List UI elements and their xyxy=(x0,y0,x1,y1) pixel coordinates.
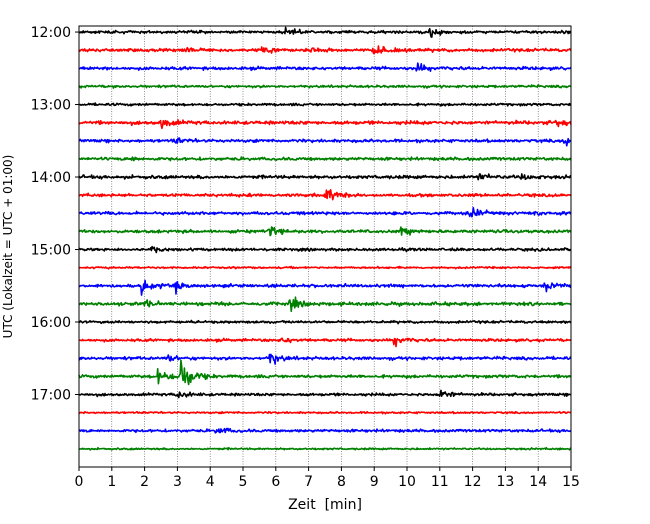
seismogram-trace-1500 xyxy=(78,245,572,254)
x-tick-label: 12 xyxy=(464,474,482,490)
seismogram-trace-1215 xyxy=(78,45,572,55)
x-tick-label: 3 xyxy=(173,474,182,490)
x-tick-label: 15 xyxy=(562,474,580,490)
seismogram-trace-1745 xyxy=(78,446,572,451)
seismogram-trace-1645 xyxy=(78,359,572,386)
seismogram-trace-1345 xyxy=(78,156,572,162)
seismogram-trace-1330 xyxy=(78,137,572,147)
seismogram-trace-1615 xyxy=(78,337,572,348)
plot-frame xyxy=(78,25,572,468)
seismogram-trace-1700 xyxy=(78,389,572,399)
x-tick-label: 9 xyxy=(370,474,379,490)
seismogram-trace-1600 xyxy=(78,319,572,325)
x-tick-label: 8 xyxy=(337,474,346,490)
y-axis-label: UTC (Lokalzeit = UTC + 01:00) xyxy=(1,155,15,339)
seismogram-trace-1430 xyxy=(78,206,572,218)
y-tick-label: 16:00 xyxy=(31,315,71,331)
seismogram-trace-1300 xyxy=(78,102,572,107)
x-tick-label: 1 xyxy=(107,474,116,490)
y-tick-layer: 12:00 13:00 14:00 15:00 16:00 17:00 xyxy=(31,25,79,404)
x-tick-label: 4 xyxy=(206,474,215,490)
x-tick-label: 11 xyxy=(431,474,449,490)
seismogram-trace-1715 xyxy=(78,410,572,415)
x-tick-label: 7 xyxy=(304,474,313,490)
x-tick-layer: 0 1 2 3 4 5 6 7 8 9 10 11 12 13 14 15 xyxy=(75,467,580,490)
seismogram-trace-1730 xyxy=(78,427,572,434)
x-tick-label: 5 xyxy=(239,474,248,490)
y-tick-label: 15:00 xyxy=(31,243,71,259)
x-tick-label: 14 xyxy=(529,474,547,490)
seismogram-trace-1245 xyxy=(78,84,572,89)
seismogram-trace-1415 xyxy=(78,188,572,201)
y-tick-label: 13:00 xyxy=(31,98,71,114)
y-tick-label: 12:00 xyxy=(31,25,71,41)
seismogram-trace-1200 xyxy=(78,26,572,38)
x-tick-label: 6 xyxy=(271,474,280,490)
y-tick-label: 17:00 xyxy=(31,388,71,404)
seismogram-trace-1515 xyxy=(78,265,572,270)
grid-layer xyxy=(111,26,539,467)
seismogram-trace-1400 xyxy=(78,173,572,181)
seismogram-trace-1545 xyxy=(78,296,572,313)
seismogram-trace-1530 xyxy=(78,279,572,296)
x-tick-label: 10 xyxy=(398,474,416,490)
x-tick-label: 0 xyxy=(75,474,84,490)
seismogram-trace-1445 xyxy=(78,226,572,237)
seismogram-trace-1315 xyxy=(78,119,572,130)
x-tick-label: 2 xyxy=(140,474,149,490)
seismogram-trace-1230 xyxy=(78,62,572,72)
x-tick-label: 13 xyxy=(496,474,514,490)
seismogram-trace-1630 xyxy=(78,353,572,365)
y-tick-label: 14:00 xyxy=(31,170,71,186)
x-axis-label: Zeit [min] xyxy=(288,497,362,513)
trace-layer xyxy=(78,26,572,451)
